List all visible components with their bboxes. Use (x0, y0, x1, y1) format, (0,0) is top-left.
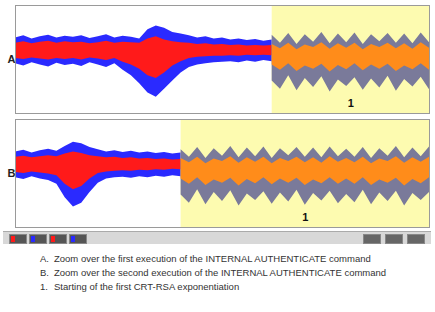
svg-text:B: B (8, 167, 16, 179)
html-text:Zoom over the first execution: Zoom over the first execution of the INT… (54, 253, 371, 264)
svg-text:A: A (8, 53, 16, 65)
html-text:Zoom over the second execution: Zoom over the second execution of the IN… (54, 267, 387, 278)
svg-text:1: 1 (348, 97, 354, 109)
html-text:A.: A. (40, 253, 49, 264)
html-text:Starting of the first CRT-RSA: Starting of the first CRT-RSA exponentia… (54, 281, 240, 292)
html-text:1.: 1. (40, 281, 48, 292)
svg-text:1: 1 (302, 211, 308, 223)
html-text:B.: B. (40, 267, 49, 278)
